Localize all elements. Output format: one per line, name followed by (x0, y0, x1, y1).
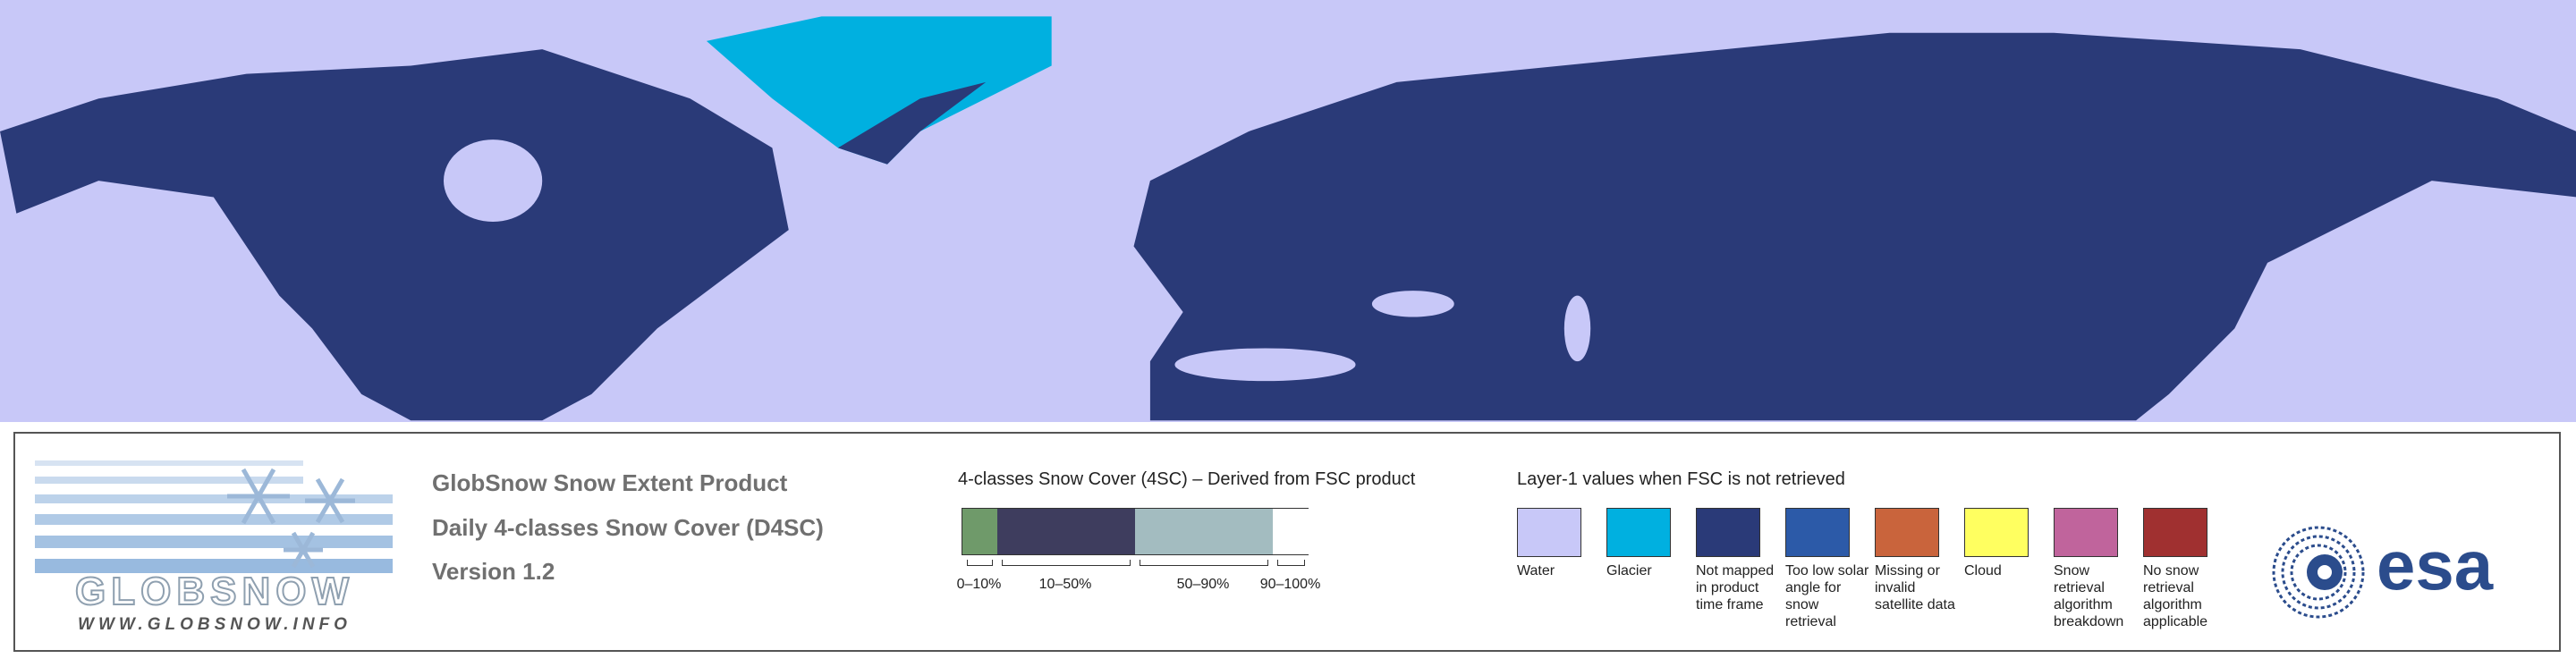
snow-cover-label: 50–90% (1176, 577, 1230, 592)
snow-map (0, 0, 2576, 422)
legend-panel: GLOBSNOW WWW.GLOBSNOW.INFO GlobSnow Snow… (13, 432, 2561, 652)
snow-cover-label: 0–10% (956, 577, 1002, 592)
layer1-label: Cloud (1964, 563, 2002, 578)
snow-cover-label: 90–100% (1259, 577, 1321, 592)
layer1-label: Snow retrieval algorithm breakdown (2054, 563, 2124, 629)
layer1-swatch (1696, 508, 1760, 557)
range-bracket (1277, 560, 1305, 566)
layer1-label: Too low solar angle for snow retrieval (1785, 563, 1869, 629)
snow-cover-swatch (962, 509, 997, 554)
snow-cover-bar (962, 508, 1309, 555)
layer1-label: Glacier (1606, 563, 1652, 578)
range-bracket (967, 560, 993, 566)
layer1-swatch (2054, 508, 2118, 557)
globsnow-stripes (35, 460, 393, 573)
land (0, 16, 2576, 421)
snow-cover-swatch (1135, 509, 1273, 554)
layer1-swatch (1785, 508, 1850, 557)
snow-cover-swatch (997, 509, 1135, 554)
layer1-swatch (2143, 508, 2207, 557)
layer1-title: Layer-1 values when FSC is not retrieved (1517, 469, 1845, 489)
layer1-label: Not mapped in product time frame (1696, 563, 1775, 612)
logo-name: GLOBSNOW (74, 569, 354, 614)
layer1-label: Missing or invalid satellite data (1875, 563, 1955, 612)
layer1-label: Water (1517, 563, 1555, 578)
range-bracket (1140, 560, 1268, 566)
logo-url: WWW.GLOBSNOW.INFO (78, 615, 352, 634)
product-subtitle: Daily 4-classes Snow Cover (D4SC) (432, 514, 824, 541)
inland-water (443, 139, 1591, 382)
layer1-swatch (1517, 508, 1581, 557)
layer1-swatch (1964, 508, 2029, 557)
esa-logo: esa (2377, 526, 2494, 604)
snow-cover-swatch (1273, 509, 1309, 554)
esa-emblem (2272, 526, 2365, 619)
range-bracket (1002, 560, 1131, 566)
layer1-label: No snow retrieval algorithm applicable (2143, 563, 2208, 629)
layer1-swatch (1875, 508, 1939, 557)
product-title: GlobSnow Snow Extent Product (432, 469, 788, 496)
layer1-swatch (1606, 508, 1671, 557)
product-version: Version 1.2 (432, 558, 555, 585)
snow-cover-label: 10–50% (1038, 577, 1092, 592)
snow-cover-title: 4-classes Snow Cover (4SC) – Derived fro… (958, 469, 1416, 489)
